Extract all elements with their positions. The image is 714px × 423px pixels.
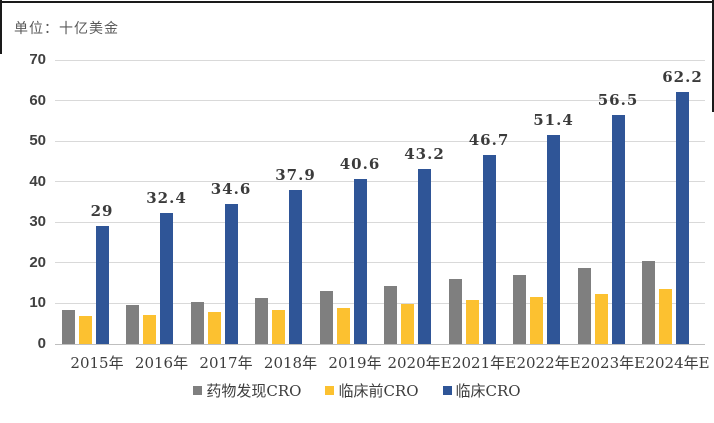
- gridline: [55, 343, 705, 345]
- legend-label: 临床CRO: [455, 382, 521, 400]
- data-label-2022年E: 51.4: [533, 111, 574, 130]
- bar-临床前CRO-2021年E: [465, 300, 479, 344]
- bar-临床CRO-2017年: [224, 203, 238, 344]
- x-tick-label-2019年: 2019年: [328, 354, 382, 372]
- bar-临床前CRO-2022年E: [530, 296, 543, 344]
- bar-临床前CRO-2024年E: [659, 289, 672, 344]
- data-label-2024年E: 62.2: [662, 67, 703, 86]
- x-tick-label-2022年E: 2022年E: [516, 354, 581, 372]
- x-tick-label-2024年E: 2024年E: [645, 354, 710, 372]
- y-tick-label: 50: [29, 132, 46, 150]
- bar-临床前CRO-2019年: [336, 307, 350, 344]
- gridline: [55, 302, 705, 304]
- legend-item-临床CRO: 临床CRO: [442, 380, 521, 401]
- legend-item-临床前CRO: 临床前CRO: [325, 380, 419, 401]
- crop-border-top: [0, 1, 714, 3]
- data-label-2015年: 29: [90, 202, 114, 221]
- bar-药物发现CRO-2015年: [61, 309, 75, 344]
- legend-item-药物发现CRO: 药物发现CRO: [193, 380, 301, 401]
- y-tick-label: 70: [29, 51, 46, 68]
- data-label-2020年E: 43.2: [404, 144, 445, 163]
- bar-临床CRO-2015年: [95, 226, 109, 344]
- x-tick-label-2020年E: 2020年E: [387, 354, 452, 372]
- y-tick-label: 10: [29, 294, 46, 312]
- bar-药物发现CRO-2024年E: [642, 261, 655, 344]
- bar-临床前CRO-2017年: [207, 312, 221, 344]
- bar-临床CRO-2018年: [289, 190, 302, 344]
- bar-临床前CRO-2020年E: [401, 304, 414, 344]
- bar-药物发现CRO-2016年: [126, 305, 139, 344]
- bar-临床前CRO-2015年: [78, 316, 92, 344]
- data-label-2021年E: 46.7: [468, 130, 510, 149]
- crop-border-left: [0, 0, 2, 54]
- gridline: [55, 100, 705, 102]
- legend-swatch-icon: [193, 386, 203, 395]
- bar-临床前CRO-2018年: [272, 309, 285, 344]
- x-tick-label-2015年: 2015年: [70, 354, 124, 372]
- bar-药物发现CRO-2021年E: [448, 279, 462, 344]
- data-label-2018年: 37.9: [275, 166, 316, 185]
- bar-药物发现CRO-2017年: [190, 302, 204, 344]
- legend: 药物发现CRO 临床前CRO 临床CRO: [0, 380, 714, 401]
- x-tick-label-2021年E: 2021年E: [451, 354, 517, 372]
- legend-label: 药物发现CRO: [206, 382, 302, 400]
- gridline: [55, 221, 705, 223]
- bar-临床CRO-2019年: [353, 179, 367, 344]
- y-tick-label: 60: [29, 91, 46, 109]
- bar-药物发现CRO-2023年E: [577, 267, 591, 344]
- x-tick-label-2017年: 2017年: [199, 354, 253, 372]
- bar-临床前CRO-2023年E: [594, 293, 608, 344]
- bar-临床CRO-2022年E: [547, 135, 560, 344]
- gridline: [55, 140, 705, 142]
- x-tick-label-2023年E: 2023年E: [580, 354, 646, 372]
- y-tick-label: 30: [29, 213, 46, 231]
- x-tick-label-2016年: 2016年: [134, 354, 189, 372]
- bar-药物发现CRO-2020年E: [384, 286, 397, 344]
- gridline: [55, 181, 705, 183]
- y-tick-label: 20: [29, 253, 46, 271]
- legend-swatch-icon: [325, 386, 335, 395]
- bar-临床CRO-2016年: [160, 212, 173, 344]
- data-label-2023年E: 56.5: [597, 90, 639, 109]
- unit-label: 单位：十亿美金: [14, 21, 119, 37]
- data-label-2016年: 32.4: [146, 188, 187, 207]
- legend-swatch-icon: [442, 386, 452, 395]
- gridline: [55, 262, 705, 264]
- bar-药物发现CRO-2019年: [319, 291, 333, 344]
- bar-临床前CRO-2016年: [143, 314, 156, 344]
- bar-临床CRO-2023年E: [611, 114, 625, 344]
- gridline: [55, 59, 705, 61]
- plot-area: [55, 59, 705, 345]
- bar-药物发现CRO-2022年E: [513, 274, 526, 344]
- x-tick-label-2018年: 2018年: [263, 354, 318, 372]
- legend-label: 临床前CRO: [338, 382, 419, 400]
- bar-临床CRO-2020年E: [418, 168, 431, 344]
- bar-临床CRO-2024年E: [676, 91, 689, 344]
- y-tick-label: 0: [37, 335, 46, 352]
- bar-药物发现CRO-2018年: [255, 297, 268, 344]
- data-label-2019年: 40.6: [339, 155, 381, 174]
- crop-border-right: [712, 0, 714, 112]
- y-tick-label: 40: [29, 172, 46, 190]
- data-label-2017年: 34.6: [210, 179, 252, 198]
- bar-临床CRO-2021年E: [482, 154, 496, 344]
